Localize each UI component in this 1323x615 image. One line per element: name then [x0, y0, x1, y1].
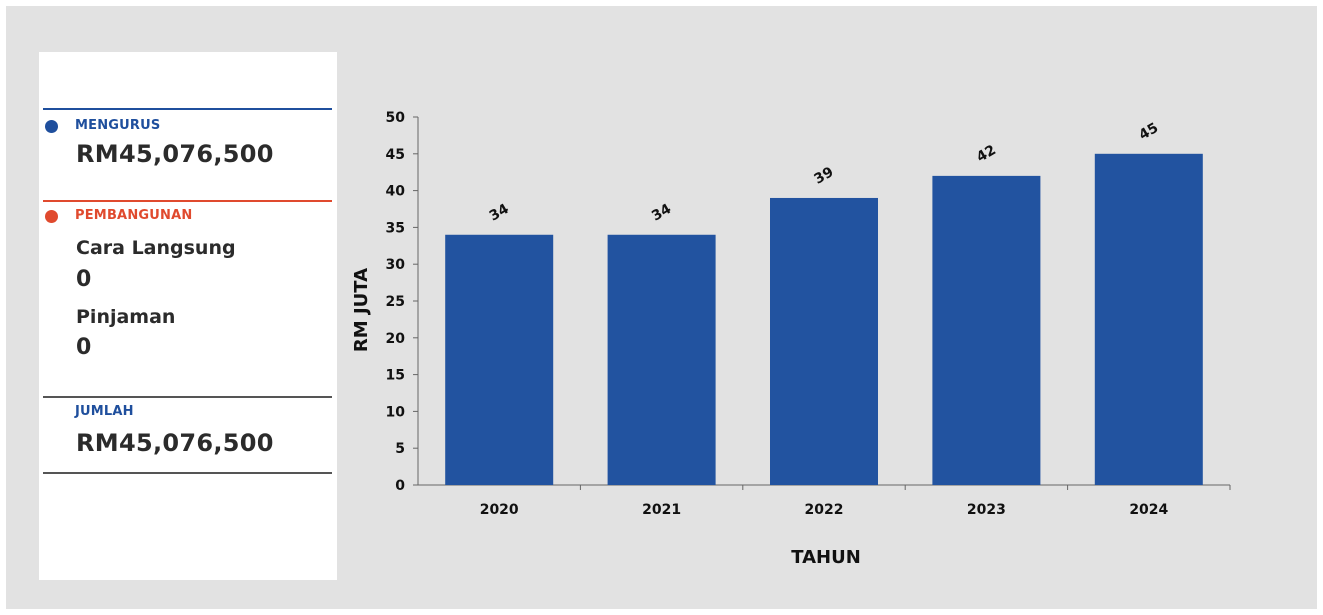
data-label-2022: 39	[812, 164, 837, 188]
bar-2024	[1094, 153, 1203, 486]
y-tick-label: 20	[386, 331, 406, 347]
mengurus-label: MENGURUS	[75, 118, 161, 133]
x-tick-label-2024: 2024	[1129, 502, 1168, 518]
cara-langsung-label: Cara Langsung	[76, 237, 236, 259]
jumlah-divider	[43, 396, 332, 398]
pembangunan-label: PEMBANGUNAN	[75, 208, 193, 223]
pinjaman-value: 0	[76, 335, 92, 360]
x-axis-title: TAHUN	[791, 547, 861, 568]
bar-2023	[932, 175, 1041, 485]
pembangunan-dot-icon	[45, 210, 58, 223]
y-tick-label: 25	[386, 294, 405, 310]
bar-2021	[607, 234, 716, 485]
bar-2020	[445, 234, 554, 485]
jumlah-bottom-divider	[43, 472, 332, 474]
data-label-2023: 42	[974, 142, 999, 166]
y-tick-label: 10	[386, 404, 406, 420]
y-tick-label: 40	[386, 184, 406, 200]
pinjaman-label: Pinjaman	[76, 306, 176, 328]
pembangunan-divider	[43, 200, 332, 202]
y-tick-label: 30	[386, 257, 406, 273]
x-tick-label-2020: 2020	[480, 502, 519, 518]
mengurus-amount: RM45,076,500	[76, 140, 274, 168]
y-axis-title: RM JUTA	[351, 268, 372, 352]
summary-panel: MENGURUS RM45,076,500 PEMBANGUNAN Cara L…	[39, 52, 337, 580]
jumlah-amount: RM45,076,500	[76, 429, 274, 457]
y-tick-label: 35	[386, 220, 405, 236]
y-tick-label: 50	[386, 110, 406, 126]
y-tick-label: 45	[386, 147, 405, 163]
mengurus-dot-icon	[45, 120, 58, 133]
mengurus-divider	[43, 108, 332, 110]
x-tick-label-2022: 2022	[805, 502, 844, 518]
x-tick-label-2021: 2021	[642, 502, 681, 518]
jumlah-label: JUMLAH	[75, 404, 134, 419]
cara-langsung-value: 0	[76, 267, 92, 292]
data-label-2020: 34	[487, 201, 512, 225]
y-tick-label: 15	[386, 368, 405, 384]
data-label-2024: 45	[1136, 120, 1161, 144]
bar-2022	[770, 197, 878, 485]
data-label-2021: 34	[649, 201, 674, 225]
y-tick-label: 0	[395, 478, 405, 494]
y-tick-label: 5	[395, 441, 405, 457]
x-tick-label-2023: 2023	[967, 502, 1006, 518]
